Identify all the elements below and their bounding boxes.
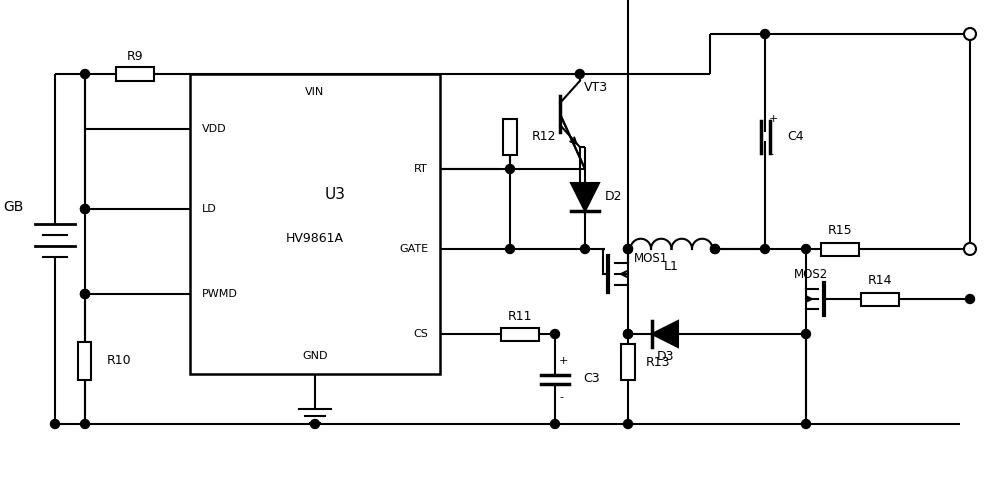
Text: GATE: GATE [399,244,428,254]
Circle shape [505,164,514,173]
Text: -: - [769,149,773,160]
Text: +: + [559,356,568,366]
Circle shape [624,330,632,339]
Circle shape [80,289,90,298]
Text: R13: R13 [646,355,670,368]
Text: CS: CS [413,329,428,339]
Circle shape [550,330,560,339]
Circle shape [311,420,320,429]
Text: VDD: VDD [202,124,227,134]
Text: PWMD: PWMD [202,289,238,299]
Circle shape [710,244,720,253]
Bar [861,293,899,306]
Text: D2: D2 [605,191,622,204]
Circle shape [761,244,770,253]
Circle shape [80,69,90,79]
Text: +: + [769,114,778,124]
Circle shape [802,420,810,429]
Circle shape [761,30,770,38]
Text: R9: R9 [127,49,143,62]
Circle shape [802,330,810,339]
Circle shape [802,244,810,253]
Circle shape [505,244,514,253]
Text: C3: C3 [583,373,600,386]
Bar [503,119,517,155]
Text: HV9861A: HV9861A [286,232,344,246]
Text: VT3: VT3 [584,81,608,94]
Bar [621,344,635,380]
Text: C4: C4 [787,130,804,143]
Text: R14: R14 [868,274,892,287]
Text: L1: L1 [664,261,679,274]
Bar [821,242,859,255]
Circle shape [624,244,632,253]
Circle shape [965,295,974,304]
Text: R10: R10 [107,354,132,367]
Polygon shape [652,321,678,347]
Circle shape [80,289,90,298]
Text: VIN: VIN [305,87,325,97]
Text: RT: RT [414,164,428,174]
Text: R11: R11 [508,309,532,322]
Circle shape [624,244,632,253]
Text: MOS1: MOS1 [634,252,668,265]
Text: R12: R12 [532,130,556,144]
Circle shape [80,205,90,214]
Text: GND: GND [302,351,328,361]
Circle shape [964,243,976,255]
Bar [78,342,91,380]
Circle shape [575,69,584,79]
Text: MOS2: MOS2 [794,267,829,281]
Circle shape [964,28,976,40]
Text: -: - [559,392,563,402]
Circle shape [710,244,720,253]
Circle shape [580,244,590,253]
Circle shape [80,420,90,429]
Text: LD: LD [202,204,217,214]
Bar [190,74,440,374]
Circle shape [51,420,60,429]
Text: R15: R15 [828,225,852,238]
Polygon shape [571,183,599,211]
Circle shape [624,330,632,339]
Bar [501,328,539,341]
Text: D3: D3 [656,350,674,363]
Circle shape [80,205,90,214]
Text: GB: GB [3,200,23,214]
Bar [116,68,154,80]
Circle shape [550,420,560,429]
Circle shape [624,420,632,429]
Text: U3: U3 [325,186,346,202]
